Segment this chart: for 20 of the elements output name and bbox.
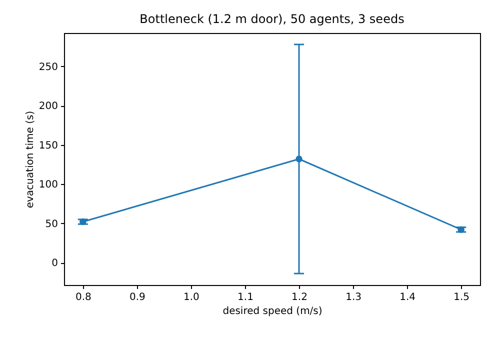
- y-tick-label: 200: [38, 101, 58, 112]
- x-tick-label: 1.0: [184, 292, 200, 303]
- y-tick-label: 100: [38, 180, 58, 191]
- y-axis-title: evacuation time (s): [24, 110, 36, 208]
- y-tick-label: 150: [38, 140, 58, 152]
- chart-title: Bottleneck (1.2 m door), 50 agents, 3 seeds: [140, 12, 404, 26]
- point: [296, 156, 302, 162]
- x-tick-label: 1.3: [346, 292, 362, 303]
- x-tick-label: 0.9: [129, 292, 146, 303]
- y-tick-label: 0: [52, 258, 58, 270]
- x-tick-label: 1.1: [238, 292, 254, 303]
- x-tick-label: 1.2: [292, 292, 308, 303]
- point: [458, 226, 464, 233]
- y-tick-label: 250: [38, 62, 58, 73]
- point: [80, 218, 86, 226]
- x-axis-title: desired speed (m/s): [222, 306, 322, 317]
- x-tick-label: 1.5: [454, 292, 470, 303]
- y-tick-label: 50: [45, 218, 58, 230]
- x-tick-label: 1.4: [400, 292, 416, 303]
- x-tick-label: 0.8: [75, 292, 92, 303]
